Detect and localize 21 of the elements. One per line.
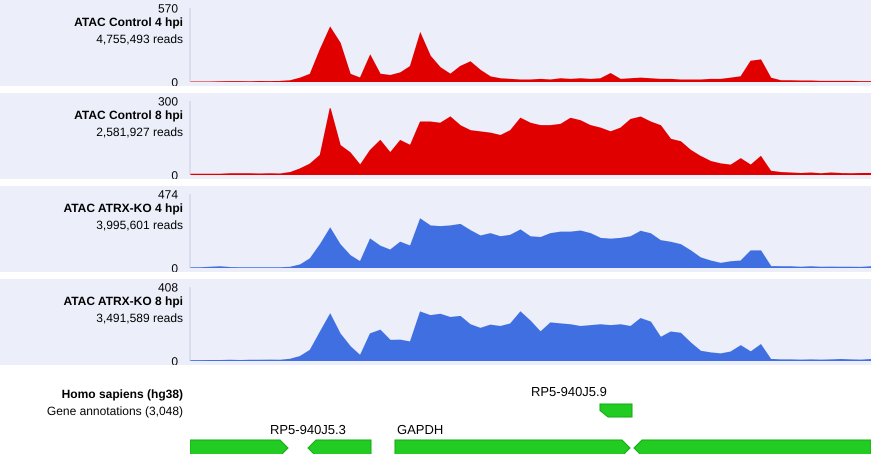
text: Gene annotations (3,048)	[46, 404, 183, 418]
text: 2,581,927 reads	[96, 125, 183, 139]
y-tick-label: 0	[171, 261, 178, 276]
text: GAPDH	[397, 422, 444, 437]
text: RP5-940J5.3	[270, 422, 346, 437]
y-tick-label: 474	[158, 187, 178, 202]
y-tick-label: 0	[171, 354, 178, 368]
text: RP5-940J5.9	[531, 384, 607, 399]
text: ATAC ATRX-KO 8 hpi	[63, 294, 183, 308]
y-tick-label: 408	[158, 280, 178, 294]
text: ATAC ATRX-KO 4 hpi	[63, 201, 183, 215]
y-tick-label: 0	[171, 75, 178, 90]
text: ATAC Control 8 hpi	[74, 108, 183, 122]
text: 3,491,589 reads	[96, 311, 183, 325]
y-tick-label: 300	[158, 94, 178, 108]
y-tick-label: 0	[171, 168, 178, 182]
text: 4,755,493 reads	[96, 32, 183, 46]
text: ATAC Control 4 hpi	[74, 15, 183, 29]
y-tick-label: 570	[158, 1, 178, 16]
text: 3,995,601 reads	[96, 218, 183, 232]
text: Homo sapiens (hg38)	[62, 387, 183, 401]
